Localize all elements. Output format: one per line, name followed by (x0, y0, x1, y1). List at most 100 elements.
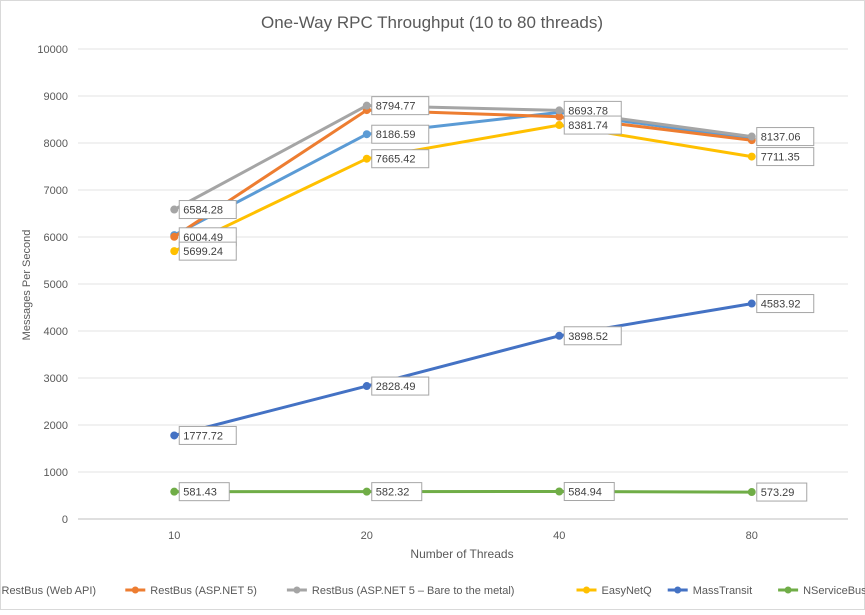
y-tick-label: 8000 (44, 138, 68, 150)
series-line-restbus-asp-net-5-bare-to-the-metal (172, 104, 754, 211)
chart-title: One-Way RPC Throughput (10 to 80 threads… (261, 13, 603, 32)
data-label-text: 573.29 (761, 487, 795, 499)
data-label-text: 8381.74 (568, 120, 608, 132)
data-label-text: 8693.78 (568, 105, 608, 117)
legend-item-restbus-asp-net-5-bare-to-the-metal: RestBus (ASP.NET 5 – Bare to the metal) (286, 585, 515, 597)
legend-marker (583, 586, 590, 594)
data-label-box (178, 482, 230, 502)
data-label-box (756, 127, 815, 147)
data-label-box (178, 241, 237, 261)
x-tick-label: 40 (553, 530, 565, 542)
x-tick-label: 10 (168, 530, 180, 542)
data-label-box (371, 149, 430, 169)
series-line-restbus-web-api (172, 110, 754, 237)
legend-marker (131, 586, 139, 594)
data-label: 5699.24 (178, 241, 237, 261)
legend-item-masstransit: MassTransit (667, 585, 752, 597)
legend-label: RestBus (Web API) (2, 585, 97, 597)
data-label-text: 6584.28 (183, 205, 223, 217)
y-tick-label: 10000 (37, 44, 68, 56)
series-line-nservicebus (172, 490, 754, 494)
data-label-text: 7665.42 (376, 154, 416, 166)
data-point (555, 331, 564, 340)
data-label-text: 7711.35 (761, 152, 800, 164)
y-tick-label: 4000 (44, 326, 68, 338)
legend-item-nservicebus: NServiceBus (778, 585, 865, 597)
y-tick-label: 7000 (44, 185, 68, 197)
x-tick-label: 20 (361, 530, 373, 542)
legend-marker (784, 586, 792, 594)
x-axis-title: Number of Threads (410, 547, 513, 561)
y-tick-label: 9000 (44, 91, 68, 103)
series-line-restbus-asp-net-5 (172, 108, 754, 239)
data-point (170, 431, 179, 440)
data-label-text: 582.32 (376, 487, 410, 499)
data-point (362, 101, 371, 110)
data-point (555, 121, 564, 130)
y-tick-label: 6000 (44, 232, 68, 244)
data-label-box (178, 200, 237, 220)
data-label-text: 2828.49 (376, 381, 416, 393)
data-labels: 8186.59 6004.49 6584.28 8794.77 8693.78 8137.… (178, 96, 815, 502)
x-tick-label: 80 (746, 530, 758, 542)
data-point (747, 132, 756, 141)
axes: 0 1000 2000 3000 4000 5000 6000 7000 8000 9000 100… (37, 44, 757, 542)
legend-marker (674, 586, 682, 594)
data-label: 8794.77 (371, 96, 430, 116)
data-label-text: 6004.49 (183, 232, 223, 244)
data-label: 1777.72 (178, 425, 237, 445)
data-label-box (756, 147, 815, 167)
data-label: 6584.28 (178, 200, 237, 220)
data-point (747, 152, 756, 161)
data-point (170, 487, 179, 496)
data-label: 7665.42 (371, 149, 430, 169)
data-point (362, 487, 371, 496)
y-tick-label: 5000 (44, 279, 68, 291)
data-label: 6004.49 (178, 227, 237, 247)
data-point (362, 130, 371, 139)
data-label-text: 584.94 (568, 487, 602, 499)
data-label: 2828.49 (371, 376, 430, 396)
legend-item-restbus-web-api: RestBus (Web API) (2, 585, 97, 597)
data-label-text: 8186.59 (376, 129, 416, 141)
data-label-box (371, 482, 423, 502)
series-lines (170, 101, 756, 497)
data-point (555, 106, 564, 115)
data-label: 573.29 (756, 482, 808, 502)
data-point (362, 382, 371, 391)
series-line-masstransit (172, 302, 754, 437)
data-label-box (563, 326, 622, 346)
legend-marker (293, 586, 301, 594)
data-label-box (756, 294, 815, 314)
y-tick-label: 2000 (44, 420, 68, 432)
data-point (747, 299, 756, 308)
data-label: 584.94 (563, 482, 615, 502)
y-tick-label: 3000 (44, 373, 68, 385)
data-label-text: 8794.77 (376, 101, 416, 113)
data-label-text: 3898.52 (568, 331, 608, 343)
data-label-text: 581.43 (183, 487, 217, 499)
data-label: 7711.35 (756, 147, 815, 167)
data-label: 8186.59 (371, 124, 430, 144)
legend-item-easynetq: EasyNetQ (576, 585, 652, 597)
legend-label: RestBus (ASP.NET 5) (150, 585, 257, 597)
data-label-box (178, 425, 237, 445)
y-tick-label: 0 (62, 514, 68, 526)
data-label: 4583.92 (756, 294, 815, 314)
legend-item-restbus-asp-net-5: RestBus (ASP.NET 5) (125, 585, 257, 597)
y-axis-title: Messages Per Second (21, 230, 33, 341)
data-label: 8137.06 (756, 127, 815, 147)
y-tick-label: 1000 (44, 467, 68, 479)
legend-label: NServiceBus (803, 585, 865, 597)
data-point (170, 232, 179, 241)
data-label: 581.43 (178, 482, 230, 502)
data-label-text: 5699.24 (183, 246, 223, 258)
data-label-box (756, 482, 808, 502)
data-label-box (563, 482, 615, 502)
legend-label: RestBus (ASP.NET 5 – Bare to the metal) (312, 585, 515, 597)
data-label-box (563, 115, 622, 135)
data-label-box (371, 124, 430, 144)
